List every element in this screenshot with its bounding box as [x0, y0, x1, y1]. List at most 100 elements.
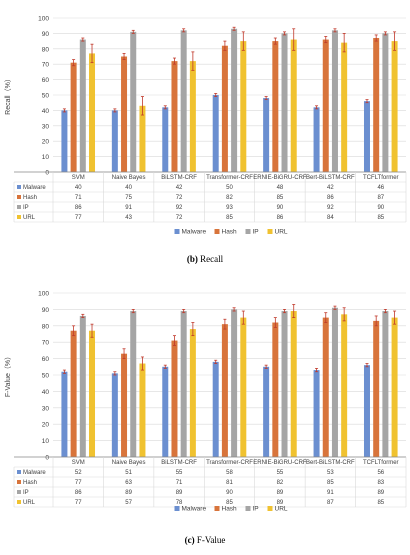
legend-swatch — [245, 229, 251, 234]
legend-swatch — [214, 229, 220, 234]
bar-ip — [180, 30, 187, 172]
caption-text: Recall — [200, 254, 223, 264]
table-cell: 77 — [75, 500, 82, 506]
bar-hash — [373, 38, 380, 172]
bar-hash — [221, 45, 228, 172]
table-series-label: Malware — [23, 185, 46, 191]
table-cell: 56 — [377, 470, 384, 476]
y-tick-label: 10 — [42, 438, 50, 445]
table-cell: 90 — [277, 205, 284, 211]
y-tick-label: 40 — [42, 389, 50, 396]
bar-url — [89, 53, 96, 172]
table-cell: 91 — [327, 490, 334, 496]
table-cell: 83 — [377, 480, 384, 486]
table-cell: 48 — [277, 185, 284, 191]
bar-hash — [221, 324, 228, 457]
legend-label: Hash — [222, 506, 238, 513]
caption-text: F-Value — [197, 535, 226, 545]
bar-ip — [130, 311, 137, 457]
table-cell: 55 — [176, 470, 183, 476]
legend-label: IP — [253, 506, 259, 513]
table-cell: 71 — [176, 480, 183, 486]
bar-hash — [272, 322, 279, 457]
table-cell: 71 — [75, 195, 82, 201]
bar-url — [290, 311, 297, 457]
y-axis-label: Recall（%） — [4, 75, 12, 115]
y-tick-label: 60 — [42, 77, 50, 84]
bar-malware — [162, 366, 169, 457]
bar-ip — [382, 33, 389, 173]
bar-ip — [79, 39, 86, 173]
table-series-label: IP — [23, 205, 29, 211]
bar-hash — [70, 62, 77, 172]
legend-swatch — [214, 506, 220, 511]
legend-label: Malware — [182, 229, 207, 236]
table-cell: 58 — [226, 470, 233, 476]
bar-malware — [111, 110, 118, 172]
bar-ip — [231, 309, 238, 457]
table-cell: 85 — [226, 215, 233, 221]
bar-url — [391, 317, 398, 457]
category-label: SVM — [72, 460, 85, 466]
bar-url — [240, 41, 247, 172]
bar-malware — [212, 95, 219, 172]
table-cell: 90 — [226, 490, 233, 496]
table-cell: 89 — [277, 490, 284, 496]
y-tick-label: 90 — [42, 31, 50, 38]
table-series-label: Hash — [23, 195, 37, 201]
y-tick-label: 80 — [42, 323, 50, 330]
y-tick-label: 20 — [42, 139, 50, 146]
table-cell: 89 — [377, 490, 384, 496]
bar-url — [391, 41, 398, 172]
table-cell: 53 — [327, 470, 334, 476]
bar-malware — [212, 361, 219, 457]
legend: Malware Hash IP URL — [174, 229, 288, 236]
y-tick-label: 30 — [42, 123, 50, 130]
table-cell: 75 — [125, 195, 132, 201]
table-cell: 90 — [377, 205, 384, 211]
bar-ip — [180, 311, 187, 457]
table-cell: 63 — [125, 480, 132, 486]
table-legend-key — [17, 215, 21, 219]
table-cell: 89 — [277, 500, 284, 506]
bar-hash — [272, 41, 279, 172]
y-tick-label: 100 — [38, 16, 49, 23]
table-cell: 86 — [277, 215, 284, 221]
bar-ip — [331, 30, 338, 172]
y-tick-label: 90 — [42, 307, 50, 314]
figure-caption: (c) F-Value — [185, 535, 226, 545]
bar-malware — [61, 371, 68, 457]
legend-swatch — [174, 506, 180, 511]
legend-swatch — [267, 506, 273, 511]
y-axis-label: F-Value（%） — [4, 353, 12, 397]
table-legend-key — [17, 185, 21, 189]
table-cell: 82 — [277, 480, 284, 486]
category-label: TCFLTformer — [363, 460, 399, 466]
caption-label: (b) — [187, 254, 198, 264]
bar-url — [139, 105, 146, 172]
table-cell: 82 — [226, 195, 233, 201]
table-cell: 84 — [327, 215, 334, 221]
category-label: Bert-BiLSTM-CRF — [306, 460, 355, 466]
table-cell: 81 — [226, 480, 233, 486]
legend-swatch — [245, 506, 251, 511]
table-cell: 40 — [75, 185, 82, 191]
bar-malware — [61, 110, 68, 172]
table-series-label: URL — [23, 500, 36, 506]
bar-malware — [313, 370, 320, 457]
table-cell: 89 — [176, 490, 183, 496]
table-cell: 72 — [176, 215, 183, 221]
bar-hash — [373, 320, 380, 457]
table-cell: 57 — [125, 500, 132, 506]
category-label: BiLSTM-CRF — [161, 175, 197, 181]
y-tick-label: 100 — [38, 291, 49, 298]
y-tick-label: 70 — [42, 62, 50, 69]
category-label: ERNIE-BiGRU-CRF — [253, 175, 307, 181]
category-label: SVM — [72, 175, 85, 181]
bar-url — [341, 314, 348, 457]
y-tick-label: 60 — [42, 356, 50, 363]
y-tick-label: 0 — [45, 455, 49, 462]
bar-malware — [162, 107, 169, 172]
table-cell: 42 — [176, 185, 183, 191]
